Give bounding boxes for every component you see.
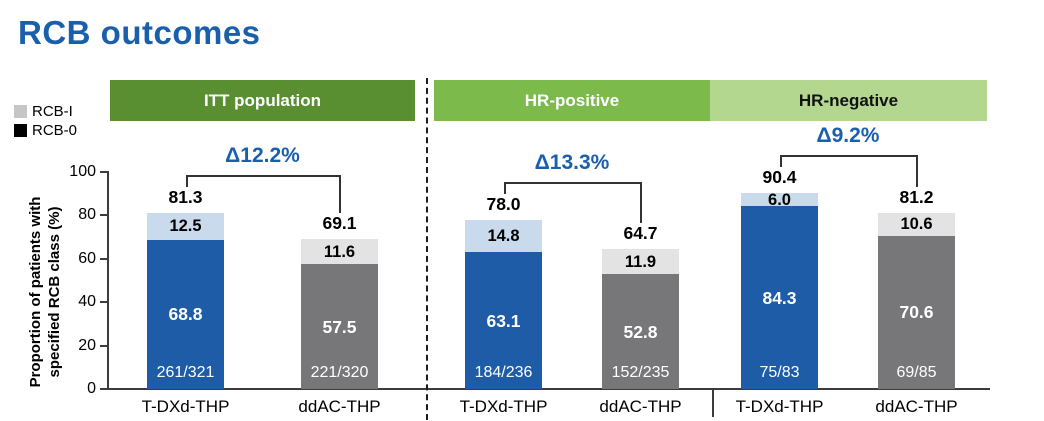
delta-bracket-line (779, 155, 917, 158)
rcb1-value-label: 11.9 (624, 252, 657, 271)
rcb1-value-label: 12.5 (169, 217, 202, 236)
rcb0-swatch-icon (14, 124, 27, 137)
group-header: HR-negative (710, 80, 987, 121)
bar-fraction-label: 184/236 (474, 364, 533, 381)
delta-percentage-label: Δ13.3% (534, 150, 610, 174)
rcb0-value-label: 63.1 (486, 310, 521, 331)
rcb1-segment (301, 239, 378, 265)
delta-bracket-leg (185, 174, 188, 187)
bar-total-label: 64.7 (623, 222, 658, 243)
y-axis-tick (100, 301, 107, 304)
bar-total-label: 90.4 (762, 167, 797, 188)
rcb0-segment (301, 264, 378, 389)
y-axis-tick-label: 0 (87, 380, 96, 397)
delta-bracket-leg (639, 181, 642, 223)
bar-fraction-label: 69/85 (896, 364, 937, 381)
y-axis-tick-label: 20 (78, 336, 96, 354)
bar-total-label: 81.2 (899, 186, 934, 207)
bar-total-label: 78.0 (486, 193, 521, 214)
rcb1-value-label: 10.6 (900, 215, 933, 234)
rcb1-swatch-icon (14, 105, 27, 118)
bar-fraction-label: 221/320 (310, 364, 369, 381)
rcb0-value-label: 52.8 (623, 321, 658, 342)
rcb1-segment (465, 219, 542, 253)
page-title: RCB outcomes (18, 14, 261, 51)
rcb0-value-label: 57.5 (322, 316, 357, 337)
delta-bracket-line (503, 181, 641, 184)
legend-label: RCB-I (32, 103, 73, 120)
y-axis-tick (100, 214, 107, 217)
legend-item-rcb1: RCB-I (14, 103, 73, 120)
rcb0-segment (465, 252, 542, 389)
group-header: ITT population (110, 80, 415, 121)
delta-bracket-leg (338, 174, 341, 214)
delta-bracket-leg (915, 155, 918, 187)
rcb1-segment (741, 193, 818, 207)
bar-fraction-label: 261/321 (156, 364, 215, 381)
rcb1-segment (602, 248, 679, 275)
x-axis-category-label: ddAC-THP (599, 397, 682, 416)
rcb1-segment (878, 212, 955, 236)
legend-label: RCB-0 (32, 122, 78, 139)
rcb1-value-label: 11.6 (323, 242, 356, 261)
x-axis-line (107, 388, 990, 390)
y-axis-tick (100, 171, 107, 173)
rcb0-segment (741, 206, 818, 389)
x-axis-category-label: T-DXd-THP (459, 397, 548, 416)
rcb0-value-label: 84.3 (762, 287, 797, 308)
rcb0-segment (878, 235, 955, 389)
delta-percentage-label: Δ9.2% (816, 124, 880, 148)
y-axis-tick-label: 60 (78, 249, 96, 267)
legend-item-rcb0: RCB-0 (14, 122, 77, 139)
y-axis-tick-label: 100 (69, 163, 96, 180)
rcb0-value-label: 70.6 (899, 302, 934, 323)
rcb1-value-label: 6.0 (768, 190, 791, 209)
y-axis-tick (100, 388, 107, 390)
x-axis-category-label: ddAC-THP (875, 397, 958, 416)
group-header: HR-positive (434, 80, 710, 121)
rcb0-segment (147, 239, 224, 389)
y-axis-tick (100, 257, 107, 260)
x-axis-category-label: T-DXd-THP (735, 397, 824, 416)
x-axis-category-label: ddAC-THP (298, 397, 381, 416)
rcb0-value-label: 68.8 (168, 304, 203, 325)
bar-fraction-label: 75/83 (759, 364, 800, 381)
y-axis-tick-label: 40 (78, 293, 96, 311)
rcb1-segment (147, 212, 224, 240)
delta-percentage-label: Δ12.2% (225, 143, 300, 167)
y-axis-tick-label: 80 (78, 206, 96, 224)
bar-total-label: 81.3 (168, 186, 203, 207)
y-axis-tick (100, 344, 107, 347)
delta-bracket-leg (779, 155, 782, 168)
bar-total-label: 69.1 (322, 213, 357, 234)
rcb1-value-label: 14.8 (487, 227, 520, 245)
x-axis-category-label: T-DXd-THP (141, 397, 230, 416)
bar-fraction-label: 152/235 (611, 364, 670, 381)
delta-bracket-leg (503, 181, 506, 194)
section-divider-dashed-line (426, 78, 428, 420)
y-axis-line (107, 171, 109, 390)
rcb0-segment (602, 274, 679, 389)
delta-bracket-line (185, 174, 340, 177)
group-separator-line (712, 389, 714, 417)
